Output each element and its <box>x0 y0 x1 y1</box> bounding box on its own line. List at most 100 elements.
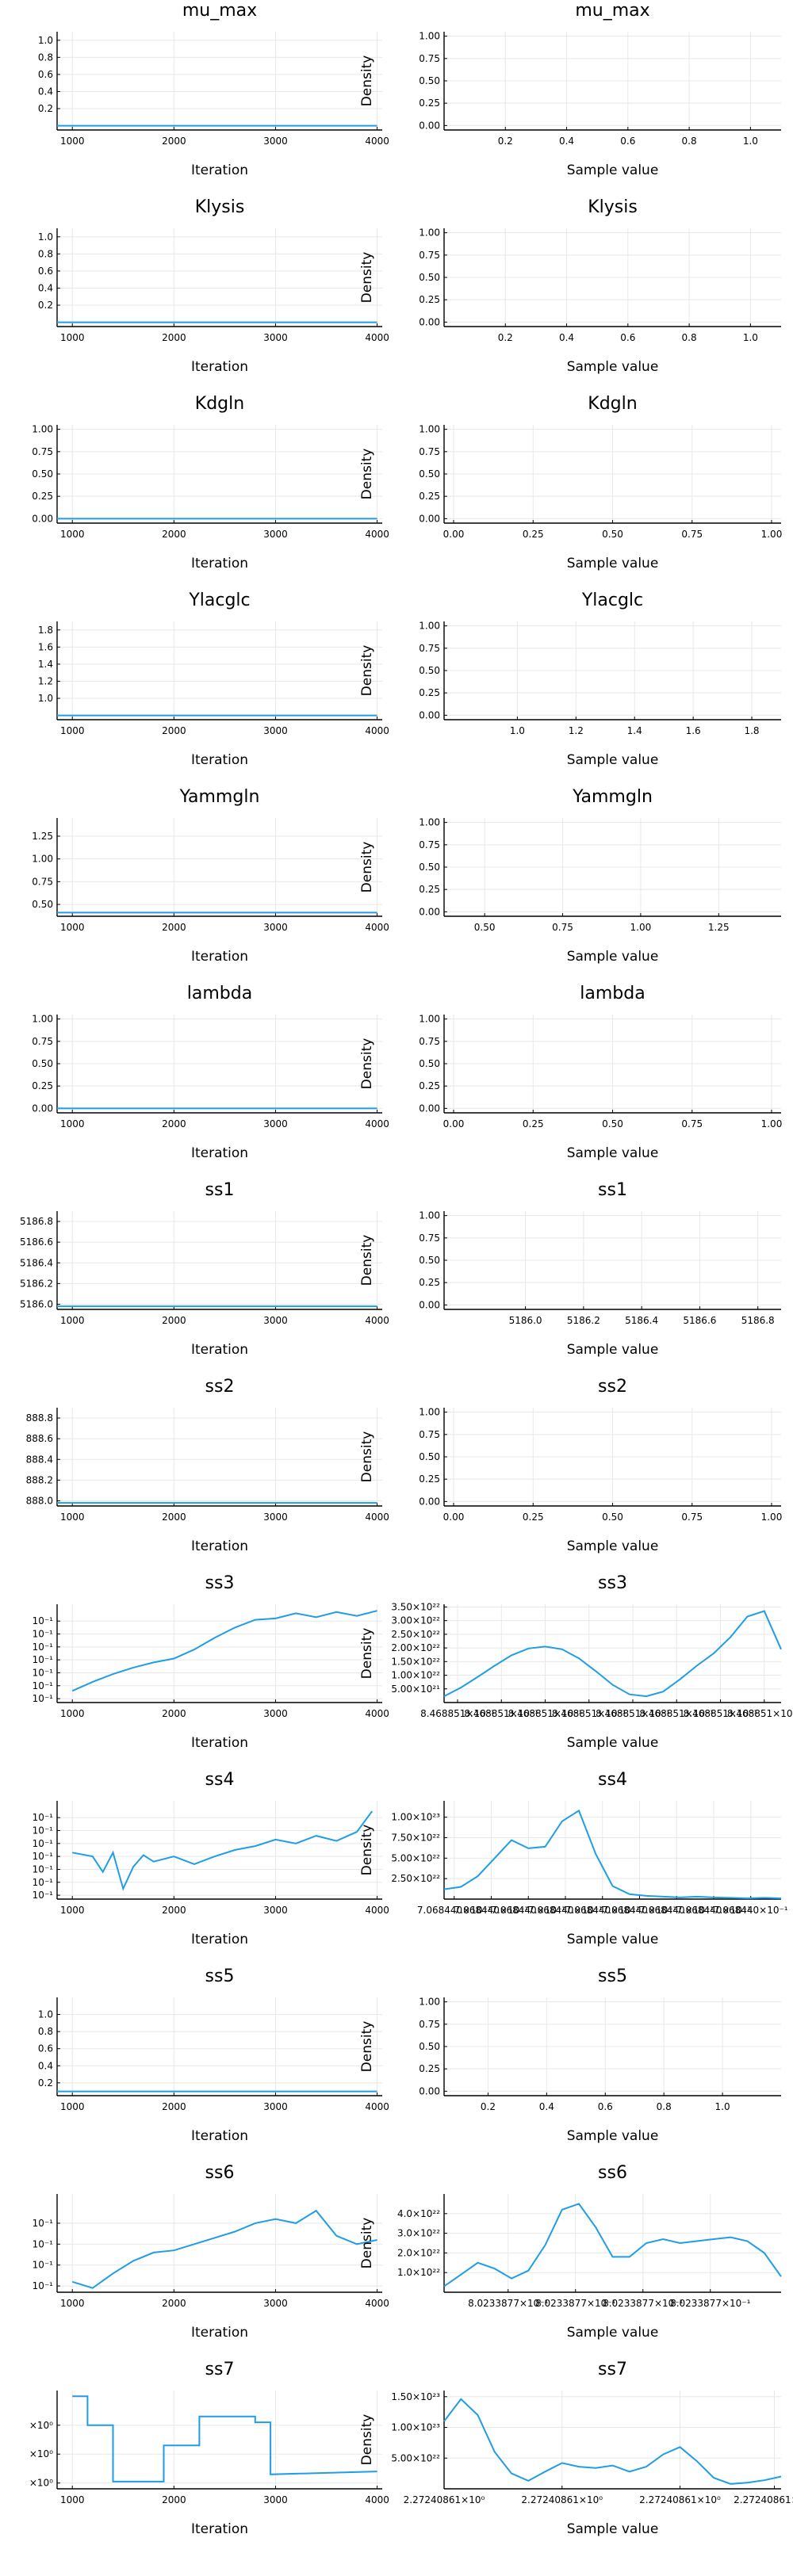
density-y-tick-label: 0.75 <box>419 1036 440 1047</box>
density-title: ss2 <box>598 1377 627 1397</box>
density-x-tick-label: 1.00 <box>761 1512 783 1523</box>
trace-y-tick-label: 0.2 <box>38 103 53 114</box>
density-y-tick-label: 5.00×10²² <box>391 1852 440 1863</box>
trace-y-tick-label: 10⁻¹ <box>33 2238 54 2249</box>
trace-x-tick-label: 4000 <box>365 1708 389 1719</box>
density-y-tick-label: 0.50 <box>419 862 440 873</box>
trace-y-tick-label: 10⁻¹ <box>33 2260 54 2271</box>
trace-x-tick-label: 3000 <box>263 1905 288 1916</box>
density-x-tick-label: 0.00 <box>443 1512 465 1523</box>
trace-x-tick-label: 3000 <box>263 922 288 933</box>
trace-x-tick-label: 1000 <box>60 922 85 933</box>
chart-row-ss4: 1000 2000 3000 400010⁻¹10⁻¹10⁻¹10⁻¹10⁻¹10⁻¹… <box>33 1770 788 1947</box>
density-x-tick-label: 8.0233877×10⁻¹ <box>603 2298 684 2309</box>
density-x-tick-label: 8.0233877×10⁻¹ <box>468 2298 549 2309</box>
density-y-tick-label: 3.00×10²² <box>391 1615 440 1626</box>
density-x-tick-label: 0.4 <box>559 332 574 343</box>
trace-x-tick-label: 3000 <box>263 2494 288 2505</box>
trace-x-tick-label: 3000 <box>263 136 288 147</box>
trace-x-tick-label: 3000 <box>263 1315 288 1326</box>
density-x-tick-label: 1.0 <box>715 2101 730 2112</box>
trace-y-tick-label: 10⁻¹ <box>33 1615 54 1626</box>
trace-y-tick-label: 1.6 <box>38 641 53 652</box>
trace-y-tick-label: 0.2 <box>38 2077 53 2089</box>
density-x-label: Sample value <box>567 359 659 375</box>
trace-x-tick-label: 3000 <box>263 1118 288 1129</box>
density-title: Ylacglc <box>581 590 643 610</box>
density-series-line <box>443 1809 782 1900</box>
trace-y-tick-label: ×10⁰ <box>29 2478 53 2489</box>
trace-y-tick-label: 10⁻¹ <box>33 1642 54 1653</box>
density-x-tick-label: 1.25 <box>708 922 730 933</box>
density-y-tick-label: 0.00 <box>419 1299 440 1310</box>
trace-title: ss2 <box>205 1377 235 1397</box>
trace-y-tick-label: 0.6 <box>38 266 53 277</box>
density-x-label: Sample value <box>567 1145 659 1161</box>
density-x-tick-label: 7.068440×10⁻¹ <box>603 1905 677 1916</box>
trace-y-tick-label: 0.00 <box>32 1103 53 1114</box>
density-y-tick-label: 0.25 <box>419 2063 440 2074</box>
density-title: Klysis <box>588 197 638 217</box>
density-x-tick-label: 1.6 <box>686 725 701 736</box>
density-y-tick-label: 1.50×10²² <box>391 1656 440 1667</box>
trace-x-label: Iteration <box>191 1145 248 1161</box>
density-y-tick-label: 2.0×10²² <box>397 2247 440 2258</box>
density-y-label: Density <box>359 1825 375 1876</box>
trace-title: ss1 <box>205 1180 235 1200</box>
trace-x-tick-label: 2000 <box>162 1512 186 1523</box>
density-x-tick-label: 0.75 <box>681 1512 703 1523</box>
trace-x-label: Iteration <box>191 556 248 571</box>
trace-y-tick-label: ×10⁰ <box>29 2448 53 2459</box>
density-y-tick-label: 1.00 <box>419 817 440 828</box>
density-x-label: Sample value <box>567 949 659 965</box>
chart-row-ss1: 1000 2000 3000 4000 5186.0 5186.2 5186.4 5186.6… <box>20 1180 781 1358</box>
density-x-tick-label: 0.8 <box>682 332 697 343</box>
density-y-tick-label: 0.75 <box>419 643 440 654</box>
trace-y-tick-label: 0.8 <box>38 52 53 63</box>
density-x-tick-label: 2.27240861×10⁰ <box>521 2494 603 2505</box>
trace-y-tick-label: 0.50 <box>32 468 53 480</box>
density-x-tick-label: 0.50 <box>602 1512 623 1523</box>
density-x-tick-label: 1.00 <box>630 922 652 933</box>
trace-x-tick-label: 2000 <box>162 1118 186 1129</box>
density-y-tick-label: 1.00 <box>419 31 440 42</box>
density-y-tick-label: 1.00 <box>419 1407 440 1418</box>
trace-y-tick-label: 10⁻¹ <box>33 1877 54 1888</box>
trace-y-tick-label: 888.0 <box>26 1495 53 1506</box>
trace-y-tick-label: 0.6 <box>38 2043 53 2054</box>
trace-x-label: Iteration <box>191 2325 248 2341</box>
density-x-tick-label: 0.4 <box>559 136 574 147</box>
trace-x-tick-label: 4000 <box>365 1512 389 1523</box>
trace-x-label: Iteration <box>191 162 248 178</box>
density-x-tick-label: 8.468851×10⁻¹ <box>727 1708 793 1719</box>
trace-y-tick-label: 0.50 <box>32 1058 53 1069</box>
trace-x-tick-label: 1000 <box>60 2101 85 2112</box>
density-x-label: Sample value <box>567 2128 659 2144</box>
density-y-label: Density <box>359 1431 375 1483</box>
trace-x-tick-label: 2000 <box>162 2494 186 2505</box>
density-x-tick-label: 5186.2 <box>567 1315 600 1326</box>
trace-y-tick-label: 0.00 <box>32 513 53 524</box>
density-y-tick-label: 1.00×10²³ <box>391 2422 440 2433</box>
trace-y-tick-label: 0.75 <box>32 446 53 457</box>
density-y-tick-label: 3.50×10²² <box>391 1601 440 1612</box>
trace-series-line <box>72 1810 374 1891</box>
trace-x-tick-label: 1000 <box>60 1708 85 1719</box>
density-y-tick-label: 0.00 <box>419 316 440 327</box>
density-title: ss6 <box>598 2163 627 2183</box>
density-y-tick-label: 0.50 <box>419 1058 440 1069</box>
density-y-label: Density <box>359 2021 375 2073</box>
density-title: Yammgln <box>572 787 653 807</box>
density-x-tick-label: 7.068440×10⁻¹ <box>639 1905 714 1916</box>
density-x-tick-label: 0.50 <box>474 922 496 933</box>
density-x-tick-label: 0.75 <box>552 922 573 933</box>
density-y-tick-label: 0.25 <box>419 884 440 895</box>
trace-x-tick-label: 4000 <box>365 2494 389 2505</box>
trace-x-tick-label: 2000 <box>162 725 186 736</box>
chart-row-ss7: 1000 2000 3000 4000 ×10⁰ ×10⁰ ×10⁰ ss7 Iteration… <box>29 2360 793 2537</box>
density-title: mu_max <box>575 1 649 21</box>
trace-y-tick-label: 1.2 <box>38 675 53 686</box>
density-x-tick-label: 0.2 <box>498 332 513 343</box>
density-y-tick-label: 1.0×10²² <box>397 2267 440 2278</box>
trace-y-tick-label: 0.4 <box>38 2060 53 2071</box>
